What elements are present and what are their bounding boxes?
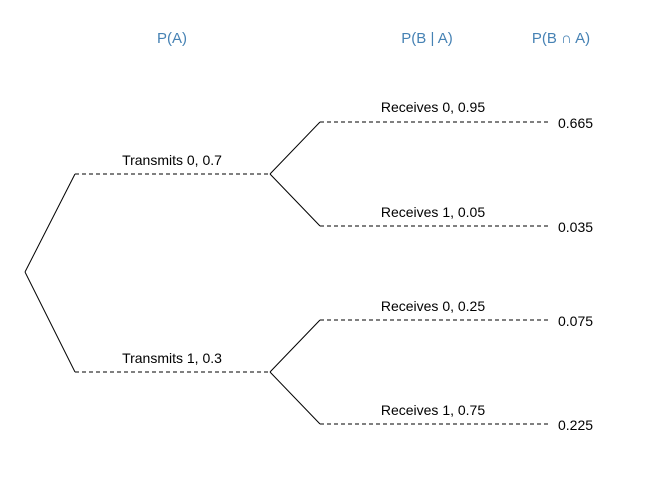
joint-value-t1-receives-0: 0.075 [558, 313, 593, 329]
branch-label-t0-receives-1: Receives 1, 0.05 [381, 204, 485, 220]
branch-label-transmits-0: Transmits 0, 0.7 [122, 152, 222, 168]
header-joint: P(B ∩ A) [532, 30, 590, 47]
header-conditional: P(B | A) [401, 30, 452, 47]
joint-value-t0-receives-0: 0.665 [558, 115, 593, 131]
branch-line-t0-receives-1 [269, 173, 321, 227]
joint-value-t0-receives-1: 0.035 [558, 219, 593, 235]
header-prior: P(A) [157, 30, 187, 47]
branch-line-transmits-0 [24, 173, 76, 273]
branch-line-t0-receives-0 [269, 121, 321, 175]
branch-label-transmits-1: Transmits 1, 0.3 [122, 350, 222, 366]
branch-line-t1-receives-1 [269, 371, 321, 425]
branch-line-transmits-1 [24, 271, 76, 373]
joint-value-t1-receives-1: 0.225 [558, 417, 593, 433]
branch-label-t1-receives-0: Receives 0, 0.25 [381, 298, 485, 314]
branch-line-t1-receives-0 [269, 319, 321, 373]
branch-label-t1-receives-1: Receives 1, 0.75 [381, 402, 485, 418]
branch-label-t0-receives-0: Receives 0, 0.95 [381, 99, 485, 115]
